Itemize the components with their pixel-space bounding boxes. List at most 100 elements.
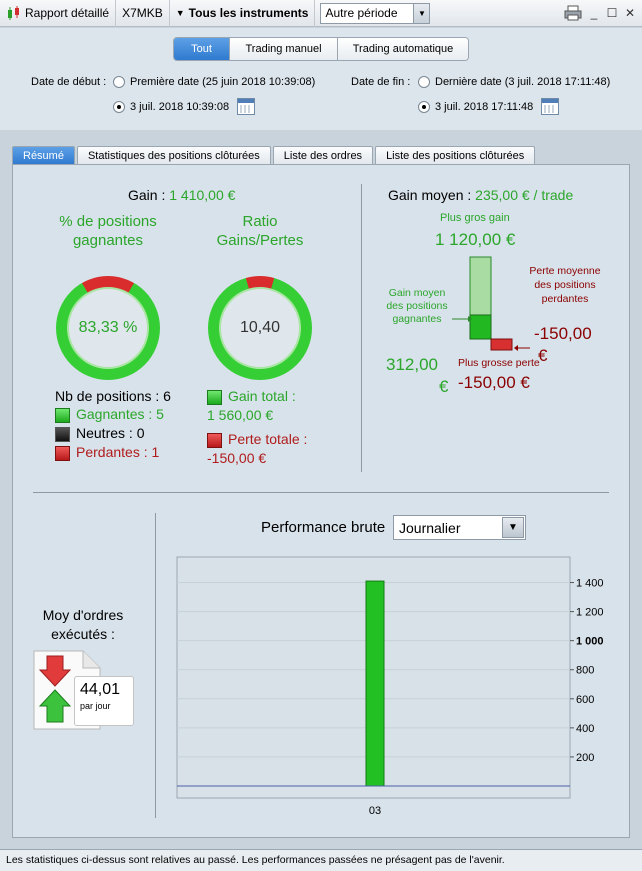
- neutral-label: Neutres : 0: [76, 425, 145, 441]
- total-gain-label: Gain total :: [228, 388, 296, 404]
- red-square-icon: [207, 432, 222, 448]
- ratio-title: Ratio Gains/Pertes: [216, 213, 304, 249]
- ratio-donut: 10,40: [208, 276, 312, 380]
- winning-label: Gagnantes : 5: [76, 406, 164, 422]
- gain-value: 1 410,00 €: [169, 187, 236, 203]
- losing-count: Perdantes : 1: [55, 444, 159, 461]
- total-loss-label: Perte totale :: [228, 431, 308, 447]
- bar: [365, 580, 385, 787]
- mode-segmented-control: Tout Trading manuel Trading automatique: [173, 37, 469, 61]
- neutral-count: Neutres : 0: [55, 425, 144, 442]
- mode-tab-manual[interactable]: Trading manuel: [230, 38, 338, 60]
- orders-avg-label: Moy d'ordres exécutés :: [42, 607, 124, 642]
- gain-label: Gain :: [128, 187, 170, 203]
- total-loss-value: -150,00 €: [207, 450, 267, 466]
- total-gain: Gain total : 1 560,00 €: [207, 387, 296, 425]
- radio-end-last[interactable]: [418, 76, 430, 88]
- start-first-date-option[interactable]: Première date (25 juin 2018 10:39:08): [113, 76, 315, 88]
- y-tick-label: 1 000: [576, 636, 604, 648]
- instruments-label: Tous les instruments: [188, 6, 309, 20]
- gain-summary: Gain : 1 410,00 €: [128, 187, 235, 203]
- report-label: Rapport détaillé: [25, 6, 110, 20]
- tab-closed-stats[interactable]: Statistiques des positions clôturées: [76, 146, 271, 164]
- radio-start-custom[interactable]: [113, 100, 125, 113]
- start-custom-date-label: 3 juil. 2018 10:39:08: [130, 100, 230, 113]
- x-tick-labels: 03: [369, 805, 381, 817]
- orders-value: 44,01: [80, 681, 121, 698]
- account-id: X7MKB: [122, 6, 163, 20]
- average-gain: Gain moyen : 235,00 € / trade: [388, 187, 573, 203]
- biggest-gain-label: Plus gros gain: [440, 212, 510, 224]
- loss-arrowhead-icon: [514, 345, 518, 351]
- winning-count: Gagnantes : 5: [55, 406, 164, 423]
- chevron-down-icon: ▼: [413, 3, 430, 23]
- print-icon[interactable]: [564, 5, 582, 21]
- divider: [361, 184, 362, 472]
- average-gain-bar: [469, 314, 492, 340]
- performance-chart: 1 400 1 200 1 000 800 600 400 200 03: [176, 556, 604, 817]
- total-loss: Perte totale : -150,00 €: [207, 430, 307, 468]
- divider: [155, 513, 156, 818]
- end-last-date-option[interactable]: Dernière date (3 juil. 2018 17:11:48): [418, 76, 610, 88]
- y-tick-label: 600: [576, 694, 594, 706]
- report-menu[interactable]: Rapport détaillé: [0, 0, 117, 27]
- orders-unit: par jour: [80, 701, 111, 711]
- radio-start-first[interactable]: [113, 76, 125, 88]
- disclaimer: Les statistiques ci-dessus sont relative…: [0, 849, 642, 871]
- average-gain-positions-value: 312,00: [386, 355, 438, 374]
- gain-arrowhead-icon: [468, 316, 472, 322]
- start-date-label: Date de début :: [31, 76, 107, 88]
- y-tick-labels: 1 400 1 200 1 000 800 600 400 200: [570, 578, 604, 764]
- account-label[interactable]: X7MKB: [116, 0, 170, 27]
- positions-count: Nb de positions : 6: [55, 388, 171, 404]
- toolbar: Rapport détaillé X7MKB ▼ Tous les instru…: [0, 0, 642, 27]
- performance-label: Performance brute: [261, 519, 386, 536]
- divider: [33, 492, 609, 493]
- red-square-icon: [55, 445, 70, 461]
- tab-closed-list[interactable]: Liste des positions clôturées: [375, 146, 536, 164]
- gain-loss-bar-diagram: [452, 256, 530, 351]
- chevron-down-icon: ▼: [502, 517, 524, 538]
- performance-period-value: Journalier: [399, 519, 461, 536]
- start-custom-date-option[interactable]: 3 juil. 2018 10:39:08: [113, 98, 256, 115]
- performance-period-select[interactable]: Journalier ▼: [393, 515, 526, 540]
- end-custom-date-option[interactable]: 3 juil. 2018 17:11:48: [418, 98, 560, 115]
- total-gain-value: 1 560,00 €: [207, 407, 274, 423]
- calendar-icon[interactable]: [541, 98, 560, 115]
- win-rate-title: % de positions gagnantes: [59, 213, 157, 249]
- start-first-date-label: Première date (25 juin 2018 10:39:08): [130, 76, 316, 88]
- black-square-icon: [55, 426, 70, 442]
- instruments-dropdown[interactable]: ▼ Tous les instruments: [170, 0, 316, 27]
- win-rate-donut: 83,33 %: [56, 276, 160, 380]
- biggest-loss-label: Plus grosse perte: [458, 357, 540, 369]
- close-icon[interactable]: ✕: [624, 6, 636, 20]
- caret-down-icon: ▼: [175, 8, 185, 18]
- y-tick-label: 800: [576, 665, 594, 677]
- period-select[interactable]: Autre période ▼: [320, 2, 431, 24]
- average-loss-positions-label: Perte moyenne des positions perdantes: [529, 265, 601, 305]
- window-controls: _ ☐ ✕: [564, 5, 636, 21]
- y-tick-label: 1 200: [576, 607, 604, 619]
- report-tabs: Résumé Statistiques des positions clôtur…: [12, 146, 537, 164]
- y-tick-label: 1 400: [576, 578, 604, 590]
- maximize-icon[interactable]: ☐: [606, 6, 618, 20]
- green-square-icon: [55, 407, 70, 423]
- tab-summary[interactable]: Résumé: [12, 146, 75, 164]
- radio-end-custom[interactable]: [418, 100, 430, 113]
- orders-card: 44,01 par jour: [74, 676, 134, 726]
- bars: [365, 580, 385, 787]
- ratio-value: 10,40: [219, 287, 301, 369]
- loss-bar: [490, 338, 513, 351]
- tab-orders[interactable]: Liste des ordres: [272, 146, 374, 164]
- calendar-icon[interactable]: [237, 98, 256, 115]
- mode-tab-auto[interactable]: Trading automatique: [338, 38, 468, 60]
- period-value: Autre période: [325, 6, 398, 20]
- average-gain-label: Gain moyen :: [388, 187, 476, 203]
- win-rate-value: 83,33 %: [67, 287, 149, 369]
- x-tick-label: 03: [369, 805, 381, 817]
- end-custom-date-label: 3 juil. 2018 17:11:48: [435, 100, 534, 113]
- biggest-gain-value: 1 120,00 €: [435, 230, 516, 249]
- y-tick-label: 400: [576, 723, 594, 735]
- minimize-icon[interactable]: _: [590, 6, 598, 20]
- mode-tab-all[interactable]: Tout: [174, 38, 230, 60]
